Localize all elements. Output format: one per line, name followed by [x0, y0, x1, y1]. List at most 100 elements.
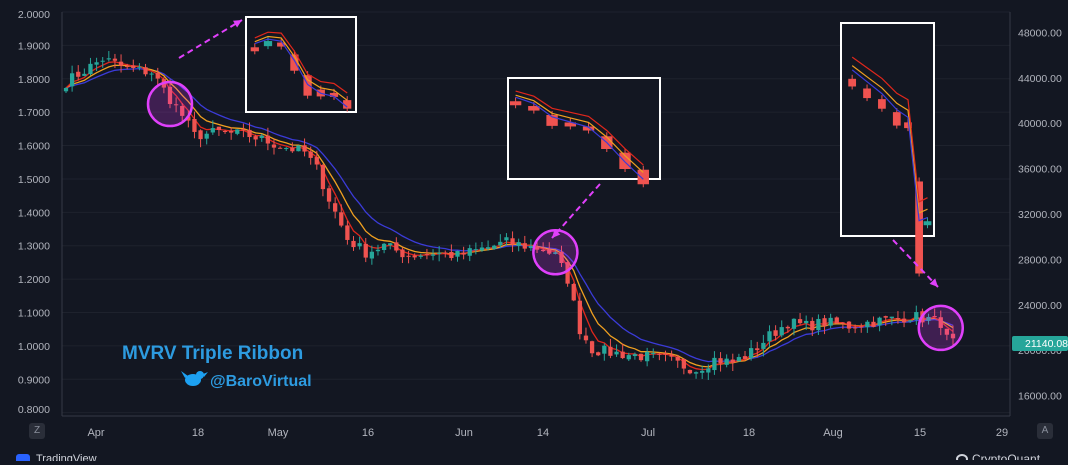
highlight-circle [917, 304, 965, 352]
candle [748, 340, 754, 361]
candle [889, 316, 894, 326]
callout-arrow-head [929, 278, 938, 287]
candle [461, 246, 466, 260]
candle [430, 249, 436, 261]
candle-body [565, 262, 570, 284]
x-axis-ticks: Apr 18 May 16 Jun 14 Jul 18 Aug 15 29 [87, 427, 1008, 439]
left-axis-ticks: 2.0000 1.9000 1.8000 1.7000 1.6000 1.5000 1.40… [18, 9, 50, 416]
inset-candle-body [250, 47, 259, 52]
candle-body [406, 255, 411, 257]
candle [773, 325, 778, 341]
candle [437, 246, 442, 262]
inset-candle-body [564, 122, 577, 127]
candle [155, 67, 160, 86]
left-tick-label: 1.5000 [18, 174, 50, 186]
candle-body [810, 320, 815, 331]
candle-body [437, 252, 442, 254]
candle-body [748, 348, 754, 359]
candle [333, 197, 338, 219]
price-tag: 21140.08 [1012, 336, 1068, 351]
candle-body [418, 255, 423, 257]
candle-body [895, 318, 901, 320]
candle [443, 250, 448, 258]
candle [718, 352, 723, 372]
candle [859, 323, 864, 333]
candle [583, 327, 589, 344]
candle-body [620, 351, 625, 359]
callout-arrow-line [178, 19, 243, 59]
candle [865, 320, 870, 333]
chart-title: MVRV Triple Ribbon [122, 343, 303, 364]
candle-body [644, 351, 650, 362]
candle-body [522, 243, 527, 249]
candle-body [388, 243, 393, 246]
candle [761, 334, 766, 357]
candle-body [247, 129, 252, 138]
candle-body [669, 354, 674, 357]
candle-body [290, 147, 295, 152]
cryptoquant-brand: CryptoQuant [972, 452, 1041, 460]
candle [400, 247, 405, 264]
candle [149, 72, 154, 82]
candle [822, 314, 827, 335]
candle [651, 348, 656, 359]
candle-body [492, 245, 497, 249]
candle-body [210, 128, 215, 133]
candle-body [186, 116, 191, 121]
inset-layer [178, 16, 939, 288]
candle [565, 260, 570, 287]
candle [785, 325, 790, 333]
inset-candle-body [863, 88, 871, 99]
candle-body [657, 353, 662, 355]
candle-body [840, 322, 846, 324]
candle [216, 126, 222, 136]
candle-body [528, 245, 534, 249]
candle-body [326, 188, 332, 202]
candle-body [216, 126, 222, 130]
candle-body [296, 145, 301, 152]
candle [871, 316, 876, 328]
candle-body [534, 246, 540, 250]
inset-candle-body [329, 92, 339, 97]
candle-body [302, 145, 307, 152]
right-axis-ticks: 48000.00 44000.00 40000.00 36000.00 32000.00… [1018, 27, 1062, 402]
cryptoquant-logo-icon [956, 454, 968, 460]
timezone-button[interactable]: Z [29, 423, 45, 439]
candle [932, 308, 937, 318]
candle-body [755, 348, 760, 351]
inset-candle-body [915, 181, 923, 274]
candle-body [651, 353, 656, 355]
price-tag-box [1012, 336, 1068, 351]
candle-body [235, 129, 240, 134]
candle-body [822, 318, 827, 327]
candle [883, 315, 888, 326]
candle-body [149, 73, 154, 75]
candle [767, 325, 772, 348]
candle-body [229, 130, 234, 133]
inset-candle-body [582, 126, 595, 131]
candle [198, 129, 203, 148]
candle-body [553, 252, 558, 254]
candle-body [908, 320, 913, 322]
candle [681, 358, 686, 375]
auto-scale-button[interactable]: A [1037, 423, 1053, 439]
candle-body [608, 346, 613, 356]
candle [657, 352, 662, 361]
candle-body [791, 318, 797, 329]
candle-body [167, 86, 173, 105]
candle-body [82, 73, 87, 76]
right-tick-label: 44000.00 [1018, 73, 1062, 85]
right-tick-label: 16000.00 [1018, 391, 1062, 403]
candle-body [859, 326, 864, 328]
candle-body [63, 87, 69, 92]
candle [626, 352, 631, 362]
candle [290, 142, 295, 153]
left-tick-label: 0.8000 [18, 404, 50, 416]
candle-body [314, 157, 319, 165]
candle [791, 318, 797, 336]
candle [449, 244, 454, 261]
candle [222, 129, 228, 134]
highlight-layer [146, 80, 965, 352]
x-tick-label: May [268, 427, 289, 439]
axes-layer [61, 12, 1011, 417]
